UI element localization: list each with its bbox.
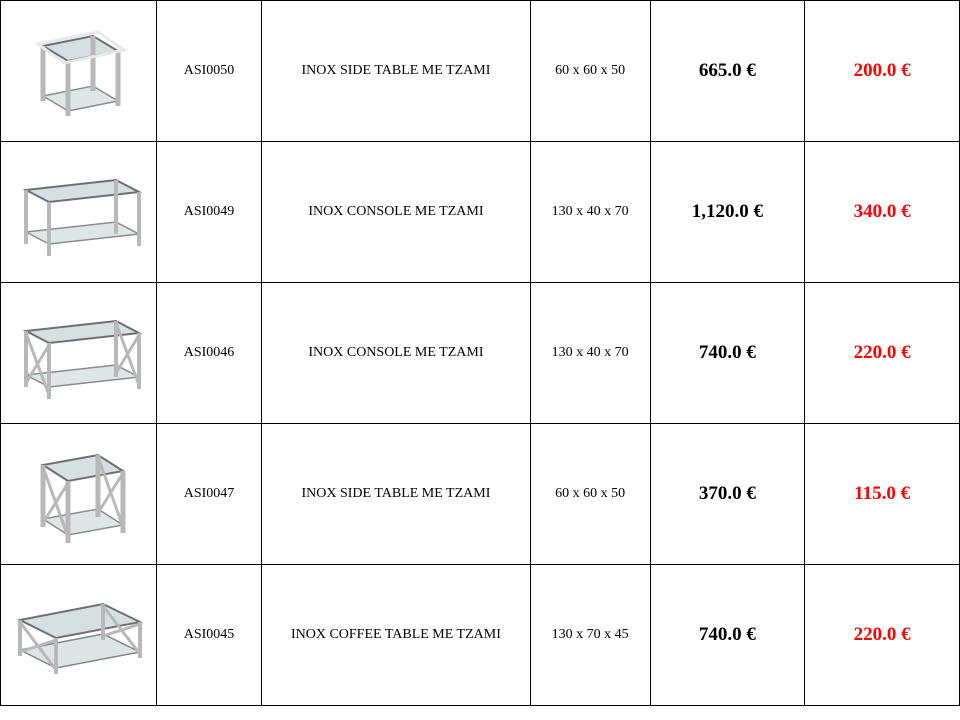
product-code: ASI0047 bbox=[156, 424, 261, 565]
product-desc: INOX COFFEE TABLE ME TZAMI bbox=[262, 565, 531, 706]
product-image-cell bbox=[1, 424, 157, 565]
product-code: ASI0046 bbox=[156, 283, 261, 424]
product-code: ASI0050 bbox=[156, 1, 261, 142]
product-image-cell bbox=[1, 283, 157, 424]
product-dims: 60 x 60 x 50 bbox=[530, 1, 650, 142]
table-row: ASI0047 INOX SIDE TABLE ME TZAMI 60 x 60… bbox=[1, 424, 960, 565]
table-row: ASI0046 INOX CONSOLE ME TZAMI 130 x 40 x… bbox=[1, 283, 960, 424]
product-dims: 130 x 40 x 70 bbox=[530, 142, 650, 283]
product-image-cell bbox=[1, 565, 157, 706]
product-desc: INOX CONSOLE ME TZAMI bbox=[262, 142, 531, 283]
product-image-cell bbox=[1, 1, 157, 142]
product-price: 1,120.0 € bbox=[650, 142, 805, 283]
product-desc: INOX CONSOLE ME TZAMI bbox=[262, 283, 531, 424]
product-price: 665.0 € bbox=[650, 1, 805, 142]
product-desc: INOX SIDE TABLE ME TZAMI bbox=[262, 1, 531, 142]
product-sale: 115.0 € bbox=[805, 424, 960, 565]
product-dims: 130 x 40 x 70 bbox=[530, 283, 650, 424]
product-sale: 220.0 € bbox=[805, 283, 960, 424]
product-sale: 200.0 € bbox=[805, 1, 960, 142]
product-image-cell bbox=[1, 142, 157, 283]
product-desc: INOX SIDE TABLE ME TZAMI bbox=[262, 424, 531, 565]
product-dims: 60 x 60 x 50 bbox=[530, 424, 650, 565]
product-code: ASI0045 bbox=[156, 565, 261, 706]
product-table: ASI0050 INOX SIDE TABLE ME TZAMI 60 x 60… bbox=[0, 0, 960, 706]
product-price: 740.0 € bbox=[650, 565, 805, 706]
product-dims: 130 x 70 x 45 bbox=[530, 565, 650, 706]
product-price: 740.0 € bbox=[650, 283, 805, 424]
table-row: ASI0050 INOX SIDE TABLE ME TZAMI 60 x 60… bbox=[1, 1, 960, 142]
product-sale: 220.0 € bbox=[805, 565, 960, 706]
product-code: ASI0049 bbox=[156, 142, 261, 283]
product-sale: 340.0 € bbox=[805, 142, 960, 283]
product-price: 370.0 € bbox=[650, 424, 805, 565]
table-row: ASI0045 INOX COFFEE TABLE ME TZAMI 130 x… bbox=[1, 565, 960, 706]
table-row: ASI0049 INOX CONSOLE ME TZAMI 130 x 40 x… bbox=[1, 142, 960, 283]
